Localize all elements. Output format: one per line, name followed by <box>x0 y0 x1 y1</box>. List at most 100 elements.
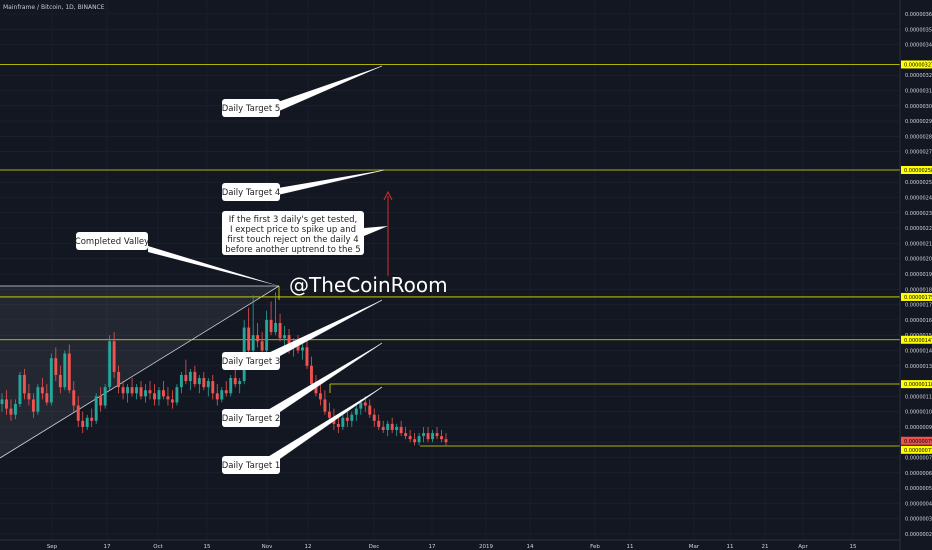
candle <box>229 374 233 397</box>
x-tick-label: 15 <box>850 544 857 550</box>
candle <box>144 384 147 403</box>
candle <box>211 374 215 400</box>
watermark: @TheCoinRoom <box>289 273 448 297</box>
candle <box>386 420 390 437</box>
price-tag: 0.00000258 <box>901 166 932 174</box>
candle <box>58 365 62 394</box>
candle <box>247 307 251 359</box>
price-tag: 0.00000147 <box>901 335 932 344</box>
candle <box>220 387 224 403</box>
candle <box>40 378 44 400</box>
candle <box>417 433 421 446</box>
candle <box>283 326 287 348</box>
x-tick-label: Oct <box>153 544 163 550</box>
callout-daily-target-3: Daily Target 3 <box>222 352 280 370</box>
candle <box>5 390 8 415</box>
svg-text:0.00000079: 0.00000079 <box>904 439 932 445</box>
price-tag: 0.00000118 <box>901 380 932 389</box>
candle <box>368 399 372 418</box>
candle <box>121 381 125 400</box>
candle <box>18 371 22 408</box>
candle <box>130 378 134 397</box>
candle <box>256 322 260 348</box>
x-tick-label: 11 <box>727 544 734 550</box>
candle <box>76 396 80 427</box>
svg-text:first touch reject on the dail: first touch reject on the daily 4 <box>227 235 358 245</box>
candle <box>426 426 430 443</box>
x-tick-label: Feb <box>590 544 600 550</box>
candle <box>27 384 31 406</box>
candle <box>63 350 67 391</box>
candle <box>238 378 242 394</box>
x-tick-label: Apr <box>798 544 808 550</box>
price-tags: 0.00000327 0.00000258 0.00000175 0.00000147… <box>901 60 932 454</box>
candle <box>188 368 192 391</box>
candle <box>81 411 85 434</box>
x-tick-label: 14 <box>527 544 534 550</box>
svg-text:0.00000175: 0.00000175 <box>904 295 932 301</box>
x-tick-label: 15 <box>204 544 211 550</box>
price-tag: 0.00000079 <box>901 436 932 445</box>
candle <box>354 405 358 421</box>
svg-text:0.00000258: 0.00000258 <box>904 168 932 174</box>
candle <box>157 387 161 406</box>
candle <box>103 384 107 409</box>
candle <box>202 371 206 391</box>
candle <box>193 365 197 388</box>
price-tag: 0.00000327 <box>901 60 932 69</box>
svg-text:Completed Valley: Completed Valley <box>75 237 149 247</box>
y-tick-label: 0.00000020 <box>905 532 932 538</box>
x-tick-label: 21 <box>762 544 769 550</box>
price-tag: 0.00000077 <box>901 445 932 454</box>
candle <box>381 420 385 434</box>
candle <box>117 365 121 394</box>
callout-completed-valley: Completed Valley <box>75 232 149 250</box>
projection-arrow <box>383 190 393 276</box>
candle <box>112 332 116 378</box>
candle <box>350 411 354 427</box>
candle <box>94 393 98 424</box>
candle <box>99 387 103 412</box>
candle <box>265 310 269 354</box>
candle <box>72 381 76 412</box>
candle <box>341 414 345 430</box>
svg-text:I expect price to spike up and: I expect price to spike up and <box>230 225 356 235</box>
candle <box>148 381 152 400</box>
callout-daily-target-1: Daily Target 1 <box>222 456 280 474</box>
candle <box>377 414 381 430</box>
candle <box>153 384 156 406</box>
x-tick-label: Nov <box>262 544 273 550</box>
grid <box>0 0 900 540</box>
candle <box>305 341 309 369</box>
candle <box>197 374 201 394</box>
candle <box>274 292 278 336</box>
callout-daily-target-5: Daily Target 5 <box>222 99 280 117</box>
x-tick-label: 17 <box>104 544 111 550</box>
candle <box>13 399 17 420</box>
candle <box>9 399 13 421</box>
candle <box>440 430 443 443</box>
candle <box>431 430 435 443</box>
callout-tails <box>148 66 388 464</box>
candle <box>278 313 282 342</box>
candle <box>45 384 49 406</box>
svg-text:Daily Target 2: Daily Target 2 <box>222 414 281 424</box>
x-axis: Sep 17 Oct 15 Nov 12 Dec 17 2019 14 Feb 11 Mar 11 21 Ap… <box>0 539 900 550</box>
candle <box>233 368 237 388</box>
